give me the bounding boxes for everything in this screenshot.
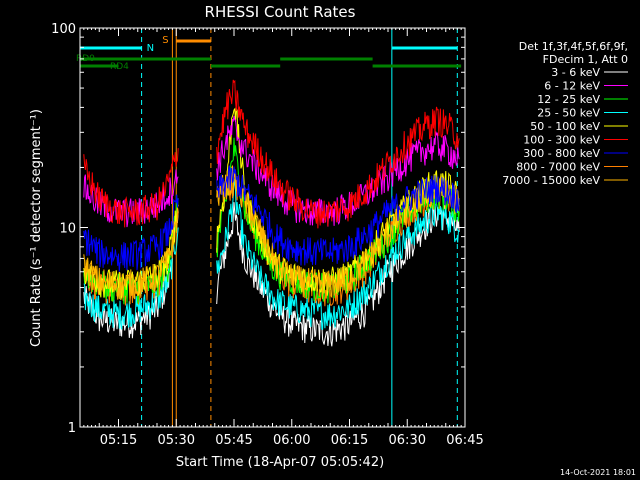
legend-entry-label: 100 - 300 keV (523, 134, 600, 147)
legend: Det 1f,3f,4f,5f,6f,9f,FDecim 1, Att 03 -… (502, 40, 628, 187)
series-line-7000-15000-kev-b (216, 164, 460, 300)
series-line-100-300-kev-b (216, 79, 460, 229)
y-tick-label: 10 (59, 222, 76, 237)
x-tick-label: 06:00 (273, 433, 310, 448)
saa-label: S (162, 35, 168, 46)
legend-entry-label: 300 - 800 keV (523, 147, 600, 160)
marker-layer: NS RD0 RD4 (76, 28, 462, 427)
series-line-300-800-kev-b (216, 165, 460, 266)
axes-layer: 1 10 100 05:15 05:30 05:45 06:00 06:15 06:30 06:4… (51, 22, 484, 448)
rd0-label: RD0 (76, 54, 95, 64)
footer-timestamp: 14-Oct-2021 18:01 (560, 468, 636, 477)
rd4-label: RD4 (110, 62, 129, 72)
series-line-6-12-kev-b (216, 115, 460, 227)
legend-entry-label: 12 - 25 keV (537, 93, 600, 106)
legend-entry-label: 6 - 12 keV (544, 80, 600, 93)
legend-header: FDecim 1, Att 0 (543, 53, 628, 66)
legend-header: Det 1f,3f,4f,5f,6f,9f, (519, 40, 628, 53)
legend-entry-label: 7000 - 15000 keV (502, 174, 600, 187)
legend-entry-label: 800 - 7000 keV (516, 161, 600, 174)
night-label: N (147, 43, 154, 54)
series-line-50-100-kev-b (216, 107, 460, 296)
series-line-7000-15000-kev-a (83, 206, 179, 300)
x-tick-label: 05:15 (100, 433, 137, 448)
legend-entry-label: 3 - 6 keV (551, 66, 600, 79)
series-line-25-50-kev-a (83, 227, 179, 330)
series-line-3-6-kev-b (216, 201, 460, 347)
y-tick-label: 1 (68, 421, 76, 436)
x-tick-label: 05:45 (215, 433, 252, 448)
legend-entry-label: 25 - 50 keV (537, 107, 600, 120)
legend-entry-label: 50 - 100 keV (530, 120, 600, 133)
chart-title: RHESSI Count Rates (205, 3, 356, 21)
series-layer (83, 79, 460, 347)
x-axis-label: Start Time (18-Apr-07 05:05:42) (176, 455, 384, 470)
y-axis-label: Count Rate (s⁻¹ detector segment⁻¹) (29, 109, 44, 347)
x-tick-label: 06:30 (389, 433, 426, 448)
series-line-25-50-kev-b (216, 178, 460, 331)
x-tick-label: 06:15 (331, 433, 368, 448)
series-line-300-800-kev-a (83, 194, 179, 272)
y-tick-label: 100 (51, 22, 76, 37)
series-line-100-300-kev-a (83, 148, 179, 228)
x-tick-label: 05:30 (158, 433, 195, 448)
x-tick-label: 06:45 (446, 433, 483, 448)
